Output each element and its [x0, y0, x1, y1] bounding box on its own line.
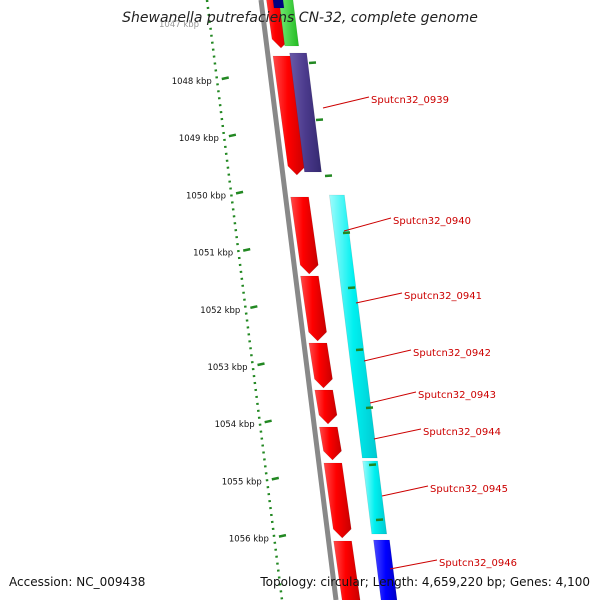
cog-block: [289, 52, 322, 173]
gene-leader-line: [343, 217, 392, 232]
gene-label: Sputcn32_0943: [418, 390, 496, 401]
gene-leader-line: [373, 428, 422, 440]
gene-leader-line: [369, 391, 417, 404]
accession-text: Accession: NC_009438: [9, 575, 146, 589]
ruler-tick: [257, 362, 265, 367]
ruler-tick-label: 1054 kbp: [215, 420, 255, 430]
genome-summary: Topology: circular; Length: 4,659,220 bp…: [260, 575, 590, 589]
cog-block: [362, 460, 388, 535]
gene-label: Sputcn32_0939: [371, 95, 449, 106]
cds-arrow: [290, 196, 319, 275]
ruler-tick-label: 1048 kbp: [172, 77, 212, 87]
ruler-tick-label: 1052 kbp: [200, 306, 240, 316]
gene-leader-line: [381, 485, 429, 497]
cds-arrow: [314, 389, 338, 425]
gene-leader-line: [322, 96, 370, 109]
ruler-tick: [278, 533, 287, 538]
cog-block: [278, 0, 300, 47]
ruler-tick: [250, 305, 258, 310]
ruler-tick-label: 1053 kbp: [207, 363, 247, 373]
cds-arrow: [272, 55, 307, 176]
track-tick: [347, 286, 356, 290]
cds-arrow: [308, 342, 333, 389]
ruler-tick: [271, 476, 280, 481]
cds-arrow: [319, 426, 342, 461]
cog-block: [373, 539, 398, 600]
ruler-tick: [221, 76, 230, 81]
track-tick: [315, 118, 324, 122]
ruler-line: [205, 0, 284, 600]
gene-label: Sputcn32_0941: [404, 291, 482, 302]
ruler-tick-label: 1050 kbp: [186, 191, 226, 201]
track-tick: [365, 406, 374, 410]
cds-arrow: [300, 275, 327, 342]
backbone: [258, 0, 339, 600]
ruler-tick-label: 1049 kbp: [179, 134, 219, 144]
gene-label: Sputcn32_0940: [393, 216, 471, 227]
cds-arrow: [323, 462, 352, 539]
gene-label: Sputcn32_0946: [439, 558, 517, 569]
ruler-tick: [235, 190, 244, 195]
gene-leader-line: [355, 292, 403, 304]
cog-block: [272, 0, 285, 9]
cog-block: [329, 194, 378, 459]
gene-leader-line: [363, 349, 412, 362]
track-tick: [324, 174, 333, 178]
gene-label: Sputcn32_0944: [423, 427, 501, 438]
ruler-partial-label: 1047 kbp: [159, 20, 199, 30]
gene-leader-line: [389, 559, 438, 570]
track-tick: [368, 463, 377, 467]
ruler-tick-label: 1051 kbp: [193, 249, 233, 259]
ruler: 1047 kbp 1048 kbp 1049 kbp 1050 kbp 1051 kbp…: [159, 0, 287, 600]
map-title: Shewanella putrefaciens CN-32, complete …: [122, 10, 478, 26]
track-tick: [342, 231, 351, 235]
gene-labels: Sputcn32_0939 Sputcn32_0940 Sputcn32_0941 S…: [322, 95, 517, 570]
ruler-tick-label: 1056 kbp: [229, 535, 269, 545]
track-tick: [355, 348, 364, 352]
track-tick: [308, 61, 317, 65]
track-tick: [375, 518, 384, 522]
cds-arrow: [333, 540, 361, 600]
feature-track: [266, 0, 398, 600]
gene-label: Sputcn32_0942: [413, 348, 491, 359]
backbone-line: [258, 0, 339, 600]
ruler-tick: [264, 419, 272, 424]
ruler-tick: [228, 133, 237, 138]
ruler-tick-label: 1055 kbp: [222, 477, 262, 487]
gene-label: Sputcn32_0945: [430, 484, 508, 495]
ruler-tick: [242, 247, 251, 252]
